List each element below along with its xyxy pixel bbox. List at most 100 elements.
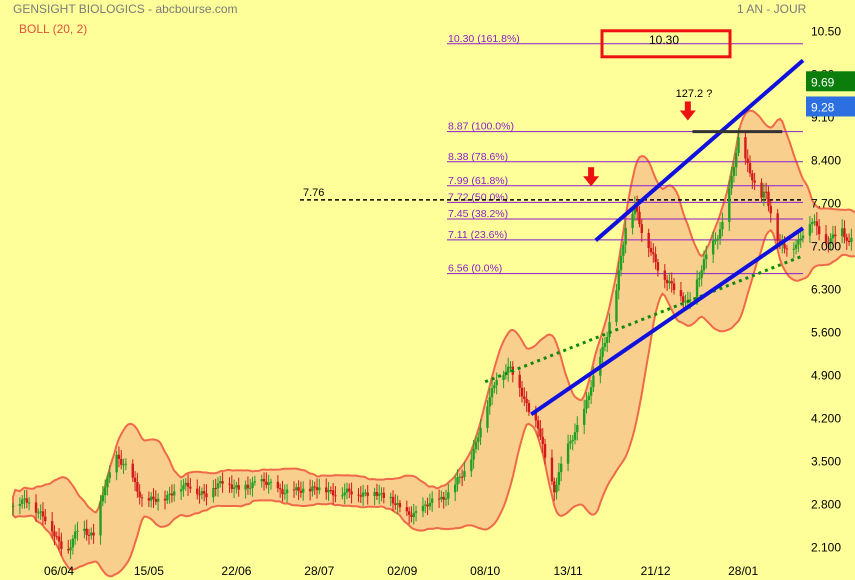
- candle-body: [488, 397, 491, 407]
- candle-body: [299, 490, 303, 493]
- candle-body: [122, 464, 125, 466]
- candle-body: [23, 498, 26, 500]
- candle-body: [39, 511, 42, 513]
- fib-label: 10.30 (161.8%): [448, 33, 520, 45]
- candle-body: [829, 238, 832, 244]
- candle-body: [124, 463, 128, 465]
- candle-body: [421, 505, 425, 512]
- candle-body: [711, 240, 715, 255]
- candle-body: [71, 538, 75, 548]
- dashed-level-label: 7.76: [303, 187, 324, 199]
- candle-body: [278, 488, 282, 490]
- candle-body: [424, 504, 427, 506]
- candle-body: [106, 478, 109, 488]
- candle-body: [329, 490, 333, 492]
- candle-body: [502, 374, 505, 380]
- candle-body: [716, 238, 719, 241]
- candle-body: [350, 491, 353, 495]
- candle-body: [357, 494, 360, 496]
- candle-body: [108, 472, 111, 479]
- candle-body: [684, 301, 687, 303]
- candle-body: [11, 505, 15, 507]
- candle-body: [398, 503, 402, 508]
- candle-body: [619, 255, 623, 271]
- red-arrow-shaft: [588, 167, 595, 178]
- candle-body: [557, 472, 561, 485]
- candle-body: [847, 240, 851, 243]
- candle-body: [182, 485, 185, 490]
- candle-body: [479, 427, 482, 438]
- candle-body: [663, 270, 667, 280]
- candle-body: [668, 281, 671, 284]
- candle-body: [792, 248, 795, 250]
- candle-body: [753, 180, 756, 183]
- candle-body: [748, 163, 752, 174]
- candle-body: [251, 482, 254, 488]
- candle-body: [136, 482, 139, 492]
- candle-body: [799, 238, 802, 240]
- bollinger-upper-label: 9.28: [811, 100, 835, 114]
- candle-body: [437, 498, 441, 500]
- candle-body: [103, 487, 107, 496]
- x-tick-label: 08/10: [470, 564, 500, 578]
- candle-body: [149, 496, 153, 501]
- candle-body: [50, 521, 54, 532]
- candle-body: [196, 488, 199, 495]
- candle-body: [785, 248, 789, 250]
- channel-lower-line: [530, 226, 805, 417]
- y-tick-label: 4.200: [811, 412, 841, 426]
- candle-body: [101, 495, 105, 502]
- y-tick-label: 2.100: [811, 541, 841, 555]
- x-tick-label: 28/01: [728, 564, 758, 578]
- candle-body: [705, 254, 708, 260]
- candle-body: [797, 239, 800, 245]
- indicator-label: BOLL (20, 2): [19, 22, 88, 36]
- candle-body: [382, 492, 386, 498]
- candle-body: [576, 424, 579, 433]
- fib-label: 7.99 (61.8%): [448, 175, 508, 187]
- candle-body: [249, 487, 252, 489]
- candle-body: [120, 458, 123, 465]
- candle-body: [815, 221, 819, 227]
- candle-body: [801, 235, 805, 239]
- candle-body: [214, 487, 217, 489]
- candle-body: [237, 485, 240, 490]
- candle-body: [490, 388, 494, 398]
- candle-body: [117, 454, 121, 459]
- candle-body: [817, 226, 821, 235]
- red-arrow-shaft: [684, 101, 691, 112]
- candle-body: [587, 395, 591, 401]
- candle-body: [834, 234, 837, 237]
- candle-body: [262, 479, 266, 482]
- candle-body: [269, 481, 273, 483]
- y-tick-label: 7.700: [811, 197, 841, 211]
- candle-body: [313, 486, 316, 488]
- candle-body: [744, 137, 747, 159]
- candle-body: [389, 496, 392, 498]
- candle-body: [186, 482, 190, 487]
- candle-body: [311, 486, 314, 492]
- candle-body: [764, 191, 768, 193]
- candle-body: [470, 459, 473, 472]
- candle-body: [735, 152, 738, 168]
- candle-body: [654, 254, 657, 263]
- candle-body: [751, 173, 754, 181]
- candle-body: [555, 484, 558, 493]
- candle-body: [635, 204, 639, 212]
- candle-body: [647, 232, 650, 249]
- candle-body: [656, 262, 660, 271]
- candle-body: [633, 204, 637, 215]
- candle-body: [230, 484, 234, 489]
- candle-body: [170, 493, 174, 496]
- candle-body: [396, 503, 399, 505]
- candle-body: [331, 490, 335, 496]
- candle-body: [728, 188, 731, 222]
- candle-body: [603, 342, 607, 347]
- candle-body: [198, 494, 201, 496]
- candle-body: [55, 536, 58, 538]
- candle-body: [730, 175, 733, 189]
- bollinger-band: [12, 109, 855, 578]
- candle-body: [168, 493, 171, 495]
- x-tick-label: 28/07: [304, 564, 334, 578]
- x-tick-label: 06/04: [44, 564, 74, 578]
